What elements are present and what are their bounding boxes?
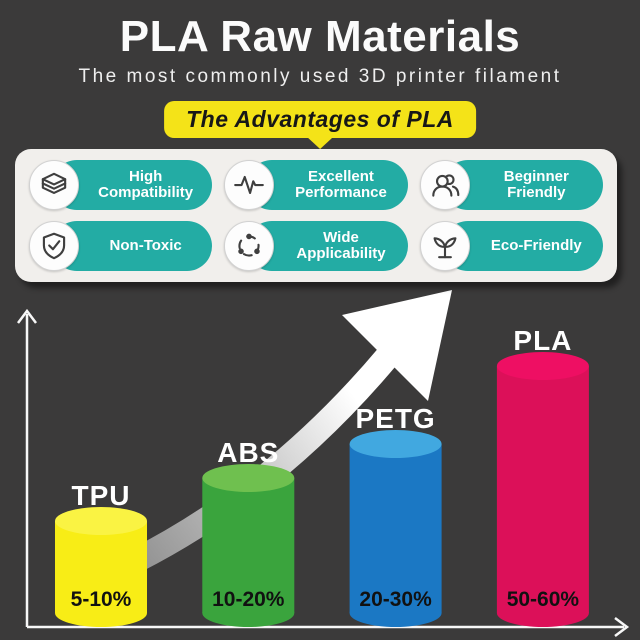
advantage-badge-eco-friendly: Eco-Friendly <box>419 221 603 271</box>
page-subtitle: The most commonly used 3D printer filame… <box>78 66 562 87</box>
chart-axes <box>17 308 630 637</box>
advantage-badge-beginner-friendly: Beginner Friendly <box>419 160 603 210</box>
bar-category-label: TPU <box>72 480 131 511</box>
bar-category-label: PLA <box>513 325 572 356</box>
share-network-icon <box>224 221 275 271</box>
usage-chart: TPU 5-10% ABS 10-20% PETG 20-30% PLA 50-60% <box>17 290 630 637</box>
bar-top-face <box>496 352 589 380</box>
advantage-badge-non-toxic: Non-Toxic <box>29 221 213 271</box>
trend-arrow-head <box>342 290 452 401</box>
bar-value-label: 50-60% <box>507 588 580 611</box>
users-icon <box>419 160 470 210</box>
advantage-badge-excellent-performance: Excellent Performance <box>224 160 408 210</box>
x-axis-arrow <box>614 617 630 637</box>
advantages-panel: High Compatibility Excellent Performance… <box>15 149 617 282</box>
bar-top-face <box>349 430 442 458</box>
advantages-banner: The Advantages of PLA <box>164 101 476 149</box>
advantage-label: Non-Toxic <box>52 221 213 271</box>
advantage-label: Wide Applicability <box>247 221 408 271</box>
bar-value-label: 20-30% <box>359 588 432 611</box>
bar-top-face <box>55 507 147 535</box>
bar-category-label: ABS <box>217 437 279 468</box>
page-title: PLA Raw Materials <box>119 12 521 61</box>
stacked-box-icon <box>29 160 79 210</box>
pulse-icon <box>224 160 275 210</box>
bar-petg: PETG 20-30% <box>349 403 442 627</box>
bar-category-label: PETG <box>355 403 435 434</box>
bar-tpu: TPU 5-10% <box>55 480 147 627</box>
banner-pointer <box>306 137 333 149</box>
bar-pla: PLA 50-60% <box>496 325 589 627</box>
bar-abs: ABS 10-20% <box>202 437 295 627</box>
bar-top-face <box>202 464 295 492</box>
shield-check-icon <box>29 221 79 271</box>
y-axis-arrow <box>17 308 37 324</box>
advantage-badge-high-compatibility: High Compatibility <box>29 160 213 210</box>
bar-value-label: 5-10% <box>71 588 132 611</box>
advantage-badge-wide-applicability: Wide Applicability <box>224 221 408 271</box>
sprout-icon <box>419 221 470 271</box>
advantages-banner-label: The Advantages of PLA <box>186 106 454 132</box>
advantage-label: Excellent Performance <box>247 160 408 210</box>
bar-value-label: 10-20% <box>212 588 285 611</box>
